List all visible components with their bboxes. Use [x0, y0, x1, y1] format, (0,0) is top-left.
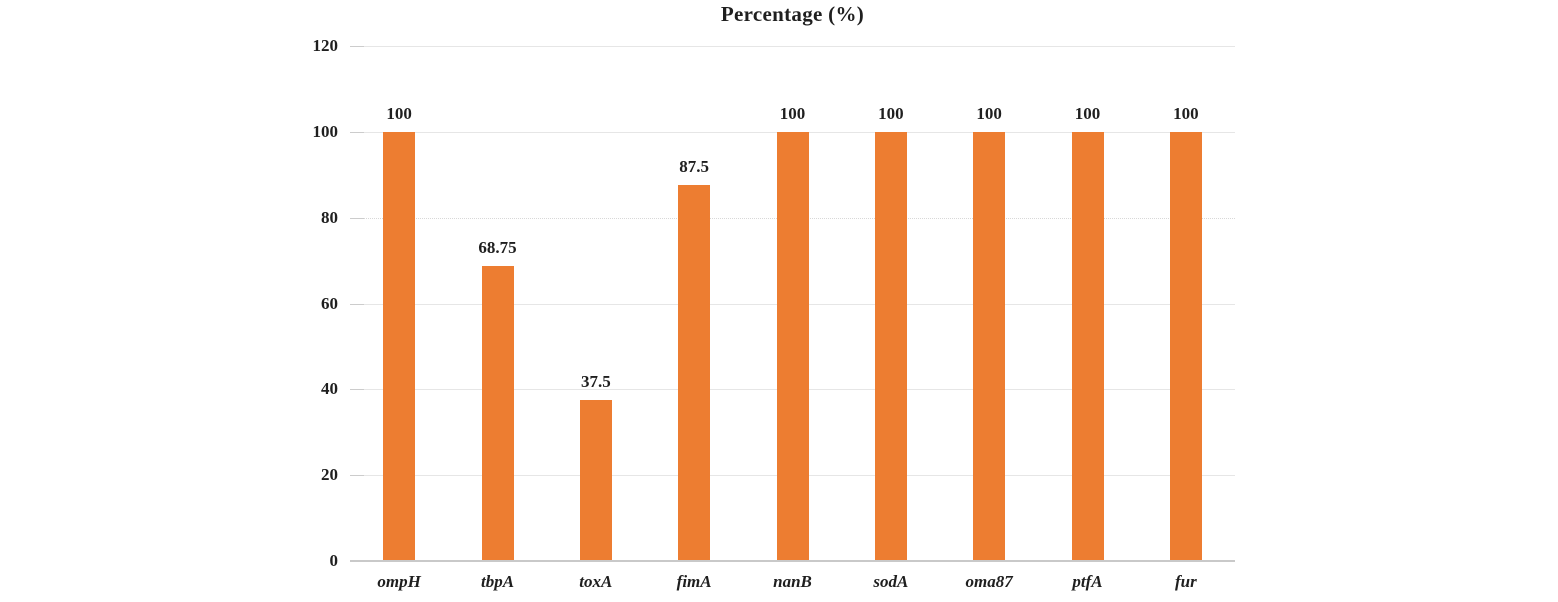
bar-value-label-sodA: 100 [878, 103, 904, 123]
x-axis-line [350, 560, 1235, 562]
gridline-120 [350, 46, 1235, 47]
bar-fimA [678, 185, 711, 561]
x-axis-label-toxA: toxA [579, 572, 613, 591]
bar-toxA [579, 400, 612, 561]
x-axis-label-nanB: nanB [773, 572, 812, 591]
y-axis-label-20: 20 [321, 465, 338, 485]
y-axis-label-40: 40 [321, 379, 338, 399]
bar-value-label-tbpA: 68.75 [478, 237, 517, 257]
y-tick-mark-60 [350, 303, 364, 305]
y-axis-label-120: 120 [312, 36, 339, 55]
bar-tbpA [481, 265, 514, 561]
bar-ompH [383, 131, 416, 561]
x-axis-label-fur: fur [1174, 572, 1197, 591]
bar-value-label-fimA: 87.5 [679, 157, 710, 177]
bar-value-label-nanB: 100 [779, 103, 806, 123]
y-tick-mark-20 [350, 475, 364, 477]
y-axis-label-60: 60 [321, 293, 338, 313]
y-tick-mark-80 [350, 217, 364, 219]
bar-nanB [776, 131, 809, 561]
bar-value-label-fur: 100 [1173, 103, 1199, 123]
x-axis-label-ptfA: ptfA [1072, 572, 1103, 591]
x-axis-label-ompH: ompH [377, 572, 421, 591]
x-axis-label-fimA: fimA [676, 572, 712, 591]
bar-value-label-oma87: 100 [976, 103, 1002, 123]
x-axis-label-tbpA: tbpA [480, 572, 515, 591]
y-axis-label-0: 0 [329, 551, 339, 570]
bar-value-label-ompH: 100 [386, 103, 412, 123]
bar-value-label-toxA: 37.5 [580, 372, 611, 392]
bar-fur [1169, 131, 1202, 561]
y-tick-mark-120 [350, 46, 364, 47]
y-tick-mark-40 [350, 389, 364, 391]
bar-ptfA [1071, 131, 1104, 561]
bar-sodA [874, 131, 907, 561]
chart-title: Percentage (%) [720, 2, 865, 26]
plot-area [350, 46, 1235, 562]
y-axis-label-80: 80 [321, 207, 338, 227]
y-tick-mark-100 [350, 131, 364, 133]
bar-value-label-ptfA: 100 [1074, 103, 1101, 123]
x-axis-label-sodA: sodA [873, 572, 909, 591]
y-axis-label-100: 100 [312, 121, 339, 141]
x-axis-label-oma87: oma87 [965, 572, 1013, 591]
bar-oma87 [973, 131, 1006, 561]
